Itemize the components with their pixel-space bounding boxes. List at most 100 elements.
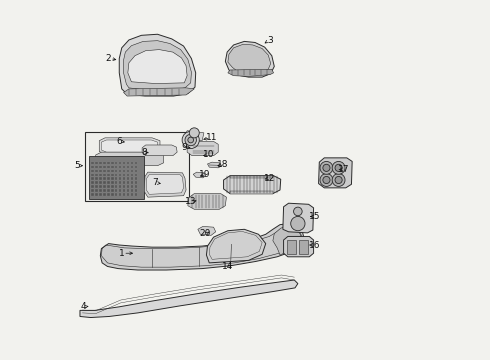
Bar — [131, 174, 133, 176]
Bar — [119, 166, 122, 168]
Text: 7: 7 — [152, 178, 158, 187]
Bar — [123, 185, 125, 188]
Bar — [123, 193, 125, 196]
Bar — [115, 185, 118, 188]
Bar — [92, 185, 94, 188]
Bar — [298, 240, 308, 254]
Bar — [127, 193, 129, 196]
Text: 16: 16 — [309, 240, 320, 249]
Bar — [107, 181, 110, 184]
Bar — [107, 174, 110, 176]
Bar — [123, 181, 125, 184]
Polygon shape — [223, 176, 281, 194]
Bar — [127, 170, 129, 172]
Text: 20: 20 — [199, 229, 211, 238]
Text: 19: 19 — [199, 170, 211, 179]
Bar — [115, 193, 118, 196]
Bar — [103, 181, 106, 184]
Bar — [115, 174, 118, 176]
Bar — [115, 170, 118, 172]
Circle shape — [182, 131, 199, 149]
Text: 18: 18 — [217, 161, 229, 170]
Text: 10: 10 — [203, 150, 214, 159]
Bar — [103, 177, 106, 180]
Bar — [123, 177, 125, 180]
Bar — [96, 174, 98, 176]
Bar — [119, 170, 122, 172]
Bar — [131, 189, 133, 192]
Bar — [107, 189, 110, 192]
Text: 12: 12 — [264, 174, 275, 183]
Bar — [96, 170, 98, 172]
Text: 13: 13 — [185, 197, 196, 206]
Bar — [123, 166, 125, 168]
Bar — [103, 174, 106, 176]
Bar — [92, 162, 94, 164]
Polygon shape — [230, 176, 273, 178]
Bar — [115, 181, 118, 184]
Bar — [96, 162, 98, 164]
Bar — [135, 162, 137, 164]
Bar — [127, 166, 129, 168]
Bar — [96, 189, 98, 192]
Bar — [115, 189, 118, 192]
Bar — [119, 177, 122, 180]
Bar — [119, 189, 122, 192]
Bar — [111, 162, 114, 164]
Bar — [127, 177, 129, 180]
Text: 3: 3 — [267, 36, 273, 45]
Circle shape — [323, 164, 330, 171]
Bar — [92, 170, 94, 172]
Bar — [135, 174, 137, 176]
Bar — [111, 166, 114, 168]
Polygon shape — [193, 172, 206, 178]
Bar — [131, 185, 133, 188]
Bar — [111, 170, 114, 172]
Circle shape — [332, 161, 345, 174]
Bar — [107, 193, 110, 196]
Polygon shape — [206, 229, 266, 263]
Polygon shape — [101, 140, 157, 152]
Text: 15: 15 — [309, 212, 320, 221]
Bar — [287, 240, 296, 254]
Polygon shape — [207, 162, 222, 168]
Bar — [99, 166, 102, 168]
Circle shape — [294, 207, 302, 216]
Circle shape — [189, 128, 199, 138]
Bar — [99, 189, 102, 192]
Polygon shape — [142, 145, 177, 156]
Bar — [119, 162, 122, 164]
Bar — [127, 174, 129, 176]
Polygon shape — [318, 158, 352, 188]
Bar — [99, 162, 102, 164]
Polygon shape — [119, 34, 196, 96]
Polygon shape — [80, 280, 298, 318]
Bar — [123, 174, 125, 176]
Bar — [135, 181, 137, 184]
Bar — [131, 166, 133, 168]
Bar — [96, 166, 98, 168]
Text: 11: 11 — [206, 133, 218, 142]
Bar — [131, 162, 133, 164]
Bar — [107, 185, 110, 188]
Bar — [119, 174, 122, 176]
Bar — [119, 185, 122, 188]
Circle shape — [188, 137, 194, 143]
Bar — [107, 166, 110, 168]
Text: 17: 17 — [338, 165, 349, 174]
Bar — [111, 185, 114, 188]
Text: 2: 2 — [106, 54, 111, 63]
Bar — [115, 166, 118, 168]
Polygon shape — [96, 152, 164, 166]
Bar — [131, 193, 133, 196]
Bar — [115, 162, 118, 164]
Circle shape — [323, 176, 330, 184]
Bar — [103, 162, 106, 164]
Bar — [135, 189, 137, 192]
Text: 4: 4 — [81, 302, 86, 311]
Polygon shape — [228, 44, 270, 73]
Bar — [103, 189, 106, 192]
Polygon shape — [273, 226, 301, 255]
Bar — [119, 181, 122, 184]
Bar — [89, 157, 144, 199]
